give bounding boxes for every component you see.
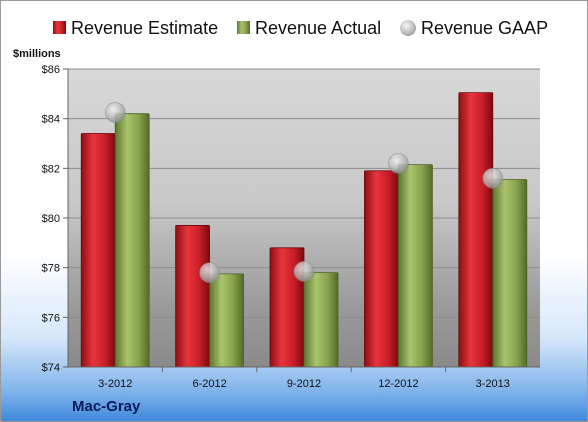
bar-revenue-estimate xyxy=(363,170,399,368)
marker-revenue-gaap xyxy=(199,262,220,283)
y-tick-label: $76 xyxy=(42,312,60,324)
y-tick-label: $80 xyxy=(42,213,60,225)
bar-revenue-estimate xyxy=(175,225,211,368)
x-tick-label: 9-2012 xyxy=(287,378,321,390)
x-tick-label: 6-2012 xyxy=(192,378,226,390)
marker-revenue-gaap xyxy=(388,153,409,174)
y-tick-label: $82 xyxy=(42,163,60,175)
marker-revenue-gaap xyxy=(482,167,504,189)
y-tick-label: $74 xyxy=(42,362,60,374)
axes: $74 $76 $78 $80 $82 $84 $86 3-2012 6-2012 9-2012 1… xyxy=(42,64,540,390)
bar-revenue-actual xyxy=(303,272,339,368)
legend-swatch-actual xyxy=(237,21,250,34)
y-tick-label: $78 xyxy=(42,263,60,275)
bar-revenue-estimate xyxy=(458,92,494,368)
bar-revenue-actual xyxy=(397,164,433,368)
legend-label-gaap: Revenue GAAP xyxy=(421,18,548,38)
legend: Revenue Estimate Revenue Actual Revenue … xyxy=(53,18,548,38)
bar-revenue-actual xyxy=(209,273,245,368)
legend-swatch-estimate xyxy=(53,21,66,34)
bar-revenue-estimate xyxy=(80,133,116,368)
gaap-markers xyxy=(104,102,504,283)
x-tick-label: 12-2012 xyxy=(378,378,418,390)
y-tick-label: $84 xyxy=(42,114,60,126)
legend-label-actual: Revenue Actual xyxy=(255,18,381,38)
marker-revenue-gaap xyxy=(293,261,315,282)
y-tick-label: $86 xyxy=(42,64,60,76)
marker-revenue-gaap xyxy=(104,102,126,123)
x-tick-label: 3-2013 xyxy=(476,378,510,390)
bar-revenue-actual xyxy=(114,113,150,368)
legend-swatch-gaap xyxy=(400,20,416,36)
x-tick-label: 3-2012 xyxy=(98,378,132,390)
y-axis-unit-label: $millions xyxy=(13,48,61,60)
bars xyxy=(80,92,528,368)
company-name: Mac-Gray xyxy=(72,398,141,415)
legend-label-estimate: Revenue Estimate xyxy=(71,18,218,38)
bar-revenue-actual xyxy=(492,179,528,368)
